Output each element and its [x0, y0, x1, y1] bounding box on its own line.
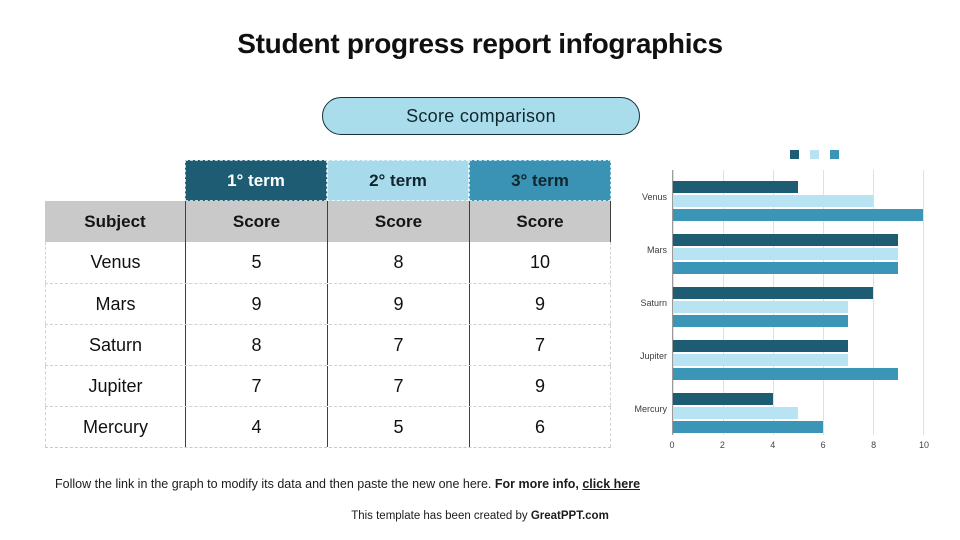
chart-bar: [673, 407, 798, 419]
table-row: Venus 5 8 10: [45, 242, 611, 283]
subject-cell: Venus: [45, 242, 185, 283]
subject-cell: Mercury: [45, 407, 185, 447]
chart-bar: [673, 368, 898, 380]
column-header-row: Subject Score Score Score: [45, 201, 611, 242]
score-cell: 9: [185, 284, 327, 324]
score-column-header-2: Score: [327, 201, 469, 242]
table-row: Mars 9 9 9: [45, 283, 611, 324]
chart-value-tick: 4: [770, 440, 776, 450]
score-cell: 4: [185, 407, 327, 447]
chart-legend: [638, 150, 956, 159]
term-header-1: 1° term: [185, 160, 327, 201]
score-cell: 8: [327, 242, 469, 283]
score-bar-chart: Venus Mars Saturn Jupiter Mercury 0 2 4 6 8 10: [634, 150, 956, 451]
chart-plot-area: [672, 170, 924, 435]
score-cell: 7: [469, 325, 611, 365]
chart-value-tick: 2: [719, 440, 725, 450]
chart-bar: [673, 181, 798, 193]
table-row: Jupiter 7 7 9: [45, 365, 611, 406]
table-row: Saturn 8 7 7: [45, 324, 611, 365]
score-cell: 10: [469, 242, 611, 283]
table-body: Venus 5 8 10 Mars 9 9 9 Saturn 8 7 7 Jupiter 7 7 9 Mercu…: [45, 242, 611, 448]
score-table: 1° term 2° term 3° term Subject Score Sc…: [45, 160, 611, 448]
score-column-header-1: Score: [185, 201, 327, 242]
chart-value-tick: 0: [669, 440, 675, 450]
term-header-2: 2° term: [327, 160, 469, 201]
footer-credit-text: This template has been created by: [351, 510, 531, 522]
term-header-spacer: [45, 160, 185, 201]
section-badge: Score comparison: [322, 97, 640, 135]
score-cell: 9: [327, 284, 469, 324]
chart-bar: [673, 315, 848, 327]
chart-category-axis: Venus Mars Saturn Jupiter Mercury: [634, 170, 672, 435]
score-cell: 5: [327, 407, 469, 447]
click-here-link[interactable]: click here: [582, 477, 641, 491]
score-cell: 7: [327, 366, 469, 406]
chart-value-tick: 10: [918, 440, 930, 450]
score-cell: 9: [469, 284, 611, 324]
term-header-3: 3° term: [469, 160, 611, 201]
score-cell: 6: [469, 407, 611, 447]
score-column-header-3: Score: [469, 201, 611, 242]
table-row: Mercury 4 5 6: [45, 406, 611, 447]
chart-bar: [673, 354, 848, 366]
footer-credit-brand: GreatPPT.com: [530, 510, 609, 522]
chart-bar: [673, 421, 823, 433]
chart-bar: [673, 248, 898, 260]
chart-category-label: Jupiter: [639, 350, 667, 361]
chart-bar: [673, 262, 898, 274]
score-cell: 7: [185, 366, 327, 406]
footer-more-info-text: For more info,: [494, 477, 583, 491]
score-cell: 8: [185, 325, 327, 365]
footer-instructions: Follow the link in the graph to modify i…: [55, 477, 640, 491]
legend-swatch-2-term: [809, 150, 819, 159]
chart-value-tick: 8: [871, 440, 877, 450]
chart-bar: [673, 234, 898, 246]
chart-category-label: Mars: [647, 244, 667, 255]
chart-bar: [673, 195, 873, 207]
page-title: Student progress report infographics: [237, 28, 723, 59]
legend-swatch-1-term: [789, 150, 799, 159]
chart-bar: [673, 301, 848, 313]
chart-bar: [673, 340, 848, 352]
subject-cell: Jupiter: [45, 366, 185, 406]
chart-bar: [673, 287, 873, 299]
footer-instructions-text: Follow the link in the graph to modify i…: [55, 477, 495, 491]
chart-value-tick: 6: [820, 440, 826, 450]
chart-category-label: Saturn: [640, 297, 667, 308]
chart-bar: [673, 393, 773, 405]
subject-cell: Saturn: [45, 325, 185, 365]
subject-cell: Mars: [45, 284, 185, 324]
section-badge-label: Score comparison: [406, 105, 556, 126]
score-cell: 9: [469, 366, 611, 406]
chart-bar: [673, 209, 923, 221]
term-header-row: 1° term 2° term 3° term: [45, 160, 611, 201]
chart-plot-row: Venus Mars Saturn Jupiter Mercury: [634, 170, 956, 435]
score-cell: 7: [327, 325, 469, 365]
chart-category-label: Venus: [641, 191, 667, 202]
legend-swatch-3-term: [829, 150, 839, 159]
footer-credit: This template has been created by GreatP…: [0, 510, 960, 522]
score-cell: 5: [185, 242, 327, 283]
subject-column-header: Subject: [45, 201, 185, 242]
chart-value-axis: 0 2 4 6 8 10: [669, 435, 929, 451]
chart-category-label: Mercury: [634, 403, 667, 414]
